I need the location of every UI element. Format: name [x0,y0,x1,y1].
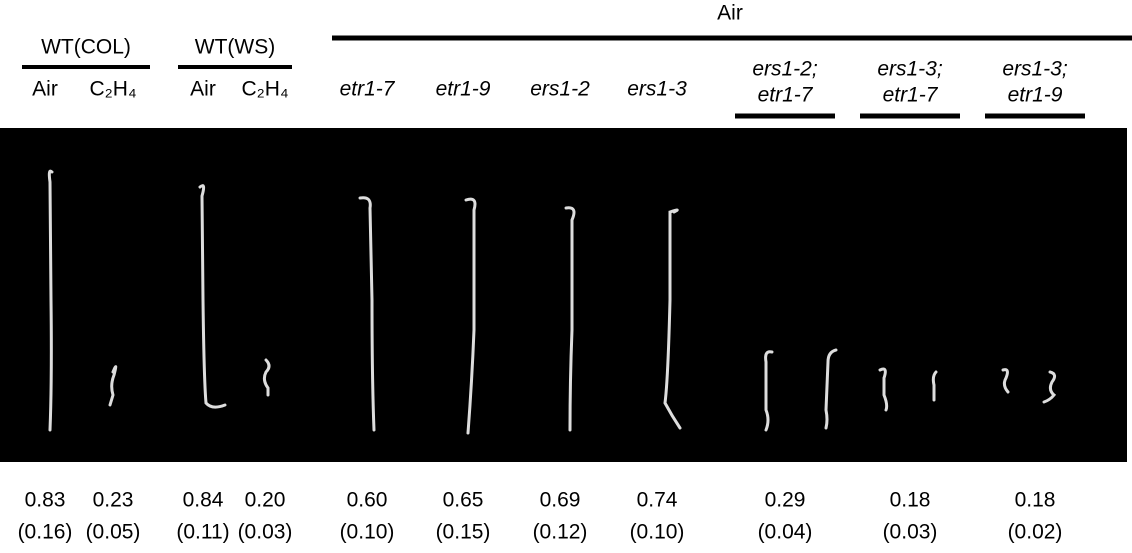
mean-value: 0.69 [540,489,581,512]
mean-value: 0.60 [347,489,388,512]
sd-value: (0.02) [1008,521,1063,544]
sd-value: (0.03) [238,521,293,544]
condition-label: Air [32,78,58,101]
genotype-label: ers1-3 [627,78,687,101]
condition-label: Air [190,78,216,101]
genotype-label: ers1-3; [877,58,943,81]
mean-value: 0.18 [890,489,931,512]
sd-value: (0.15) [436,521,491,544]
sd-value: (0.05) [86,521,141,544]
sd-value: (0.10) [340,521,395,544]
sd-value: (0.04) [758,521,813,544]
mean-value: 0.18 [1015,489,1056,512]
sd-value: (0.16) [18,521,73,544]
genotype-label: ers1-2; [752,58,818,81]
condition-label: C₂H₄ [89,78,136,101]
genotype-label: etr1-9 [1008,84,1063,107]
group-label: WT(WS) [195,36,275,59]
condition-label: C₂H₄ [241,78,288,101]
genotype-label: ers1-2 [530,78,590,101]
sd-value: (0.11) [176,521,229,544]
genotype-label: ers1-3; [1002,58,1068,81]
figure: Air WT(COL) Air C₂H₄ WT(WS) Air C₂H₄ etr1-7 etr… [0,0,1132,553]
sd-value: (0.10) [630,521,685,544]
genotype-label: etr1-7 [883,84,939,107]
mean-value: 0.23 [93,489,134,512]
genotype-label: etr1-7 [758,84,814,107]
sd-value: (0.12) [533,521,588,544]
genotype-label: etr1-7 [340,78,396,101]
mean-value: 0.29 [765,489,806,512]
genotype-label: etr1-9 [436,78,491,101]
mean-value: 0.65 [443,489,484,512]
sd-value: (0.03) [883,521,938,544]
mean-value: 0.83 [25,489,66,512]
mean-value: 0.84 [183,489,224,512]
mean-value: 0.20 [245,489,286,512]
mean-value: 0.74 [637,489,678,512]
group-label: WT(COL) [41,36,131,59]
photo [0,128,1127,462]
span-label: Air [717,2,743,25]
